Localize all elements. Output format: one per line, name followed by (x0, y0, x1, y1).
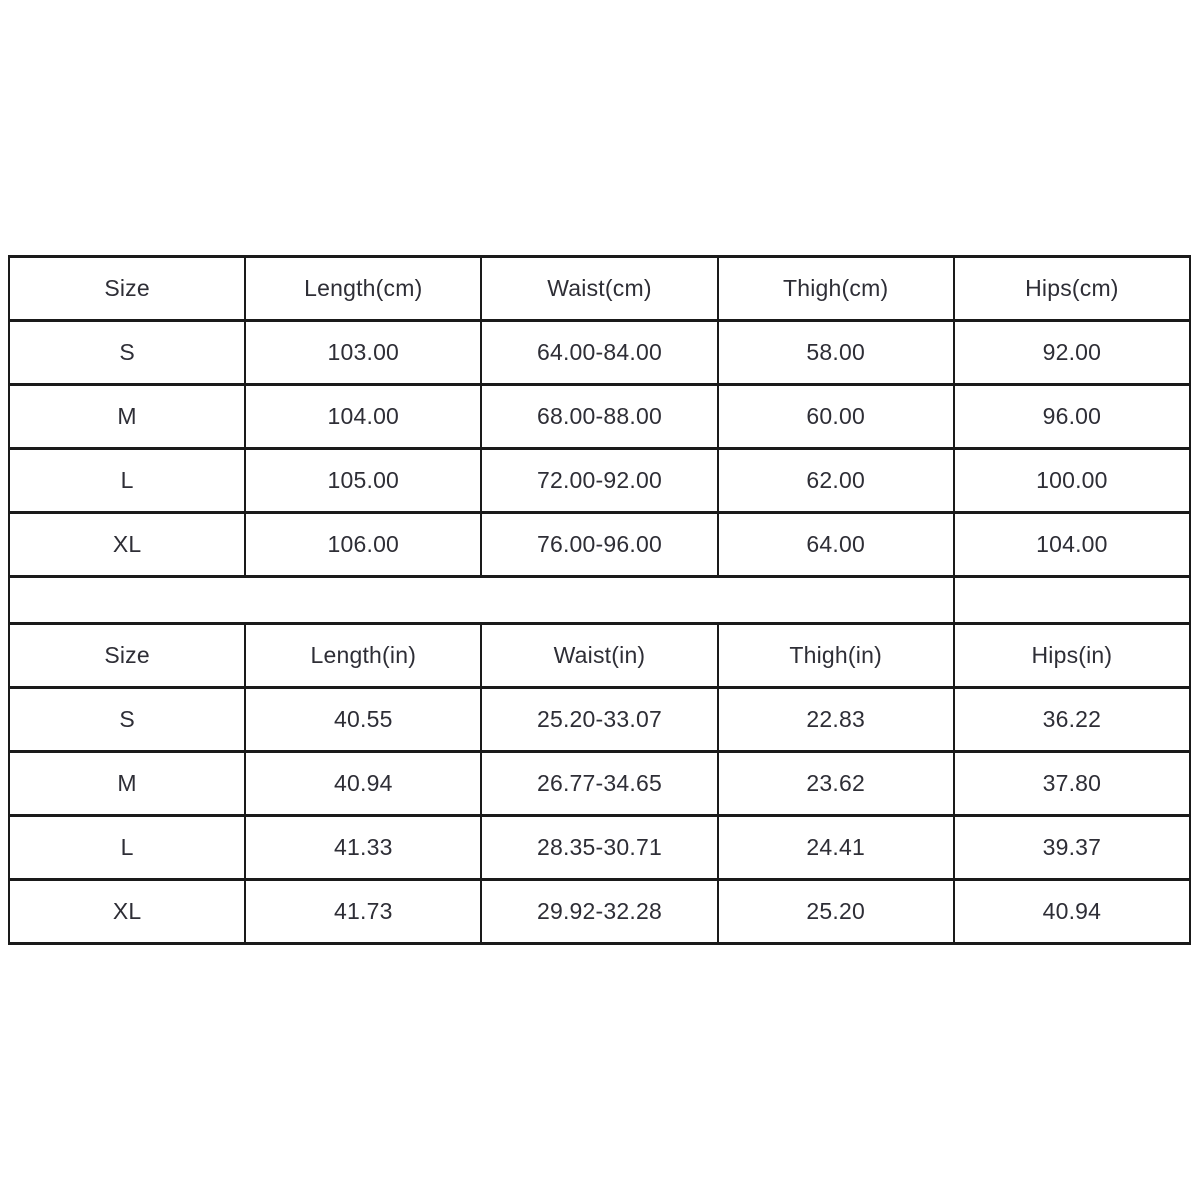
cell-cm-xl-size: XL (7, 511, 247, 578)
cell-cm-s-size: S (7, 319, 247, 386)
cell-cm-s-length: 103.00 (244, 319, 483, 386)
in-row-s: S 40.55 25.20-33.07 22.83 36.22 (7, 686, 1192, 753)
header-in-thigh: Thigh(in) (716, 622, 955, 689)
cm-row-m: M 104.00 68.00-88.00 60.00 96.00 (7, 383, 1192, 450)
in-header-row: Size Length(in) Waist(in) Thigh(in) Hips(in) (7, 622, 1192, 689)
cm-row-s: S 103.00 64.00-84.00 58.00 92.00 (7, 319, 1192, 386)
cm-row-l: L 105.00 72.00-92.00 62.00 100.00 (7, 447, 1192, 514)
cell-cm-m-thigh: 60.00 (716, 383, 955, 450)
header-in-length: Length(in) (244, 622, 483, 689)
header-cm-waist: Waist(cm) (480, 255, 719, 322)
header-cm-size: Size (7, 255, 247, 322)
cell-cm-l-hips: 100.00 (952, 447, 1192, 514)
cell-in-s-size: S (7, 686, 247, 753)
header-in-waist: Waist(in) (480, 622, 719, 689)
cell-cm-m-size: M (7, 383, 247, 450)
cell-in-l-waist: 28.35-30.71 (480, 814, 719, 881)
header-cm-hips: Hips(cm) (952, 255, 1192, 322)
cell-in-m-hips: 37.80 (952, 750, 1192, 817)
cell-cm-xl-waist: 76.00-96.00 (480, 511, 719, 578)
cell-in-s-length: 40.55 (244, 686, 483, 753)
cell-cm-xl-length: 106.00 (244, 511, 483, 578)
cell-in-xl-waist: 29.92-32.28 (480, 878, 719, 945)
cell-cm-s-hips: 92.00 (952, 319, 1192, 386)
cell-cm-s-thigh: 58.00 (716, 319, 955, 386)
cell-cm-xl-hips: 104.00 (952, 511, 1192, 578)
size-chart-table: Size Length(cm) Waist(cm) Thigh(cm) Hips(cm)… (7, 255, 1192, 945)
cell-in-l-length: 41.33 (244, 814, 483, 881)
cell-in-m-waist: 26.77-34.65 (480, 750, 719, 817)
cell-cm-l-waist: 72.00-92.00 (480, 447, 719, 514)
cell-cm-m-hips: 96.00 (952, 383, 1192, 450)
in-row-m: M 40.94 26.77-34.65 23.62 37.80 (7, 750, 1192, 817)
header-in-hips: Hips(in) (952, 622, 1192, 689)
cell-in-s-hips: 36.22 (952, 686, 1192, 753)
cm-header-row: Size Length(cm) Waist(cm) Thigh(cm) Hips(cm) (7, 255, 1192, 322)
in-row-xl: XL 41.73 29.92-32.28 25.20 40.94 (7, 878, 1192, 945)
cell-in-l-hips: 39.37 (952, 814, 1192, 881)
cell-cm-s-waist: 64.00-84.00 (480, 319, 719, 386)
size-chart-cm-section: Size Length(cm) Waist(cm) Thigh(cm) Hips(cm)… (7, 255, 1192, 578)
cell-in-m-size: M (7, 750, 247, 817)
separator-cell-right (952, 575, 1192, 625)
cm-row-xl: XL 106.00 76.00-96.00 64.00 104.00 (7, 511, 1192, 578)
cell-in-l-size: L (7, 814, 247, 881)
header-cm-length: Length(cm) (244, 255, 483, 322)
cell-in-m-length: 40.94 (244, 750, 483, 817)
cell-in-xl-length: 41.73 (244, 878, 483, 945)
cell-in-xl-hips: 40.94 (952, 878, 1192, 945)
cell-in-s-thigh: 22.83 (716, 686, 955, 753)
cell-in-xl-thigh: 25.20 (716, 878, 955, 945)
cell-cm-l-length: 105.00 (244, 447, 483, 514)
cell-cm-m-length: 104.00 (244, 383, 483, 450)
size-chart-in-section: Size Length(in) Waist(in) Thigh(in) Hips(in)… (7, 622, 1192, 945)
separator-cell-left (8, 575, 955, 625)
header-in-size: Size (7, 622, 247, 689)
cell-cm-l-size: L (7, 447, 247, 514)
cell-cm-m-waist: 68.00-88.00 (480, 383, 719, 450)
cell-cm-xl-thigh: 64.00 (716, 511, 955, 578)
in-row-l: L 41.33 28.35-30.71 24.41 39.37 (7, 814, 1192, 881)
cell-in-xl-size: XL (7, 878, 247, 945)
cell-in-s-waist: 25.20-33.07 (480, 686, 719, 753)
cell-in-m-thigh: 23.62 (716, 750, 955, 817)
header-cm-thigh: Thigh(cm) (716, 255, 955, 322)
cell-cm-l-thigh: 62.00 (716, 447, 955, 514)
cell-in-l-thigh: 24.41 (716, 814, 955, 881)
separator-section (8, 575, 1192, 625)
separator-row (8, 575, 1192, 625)
